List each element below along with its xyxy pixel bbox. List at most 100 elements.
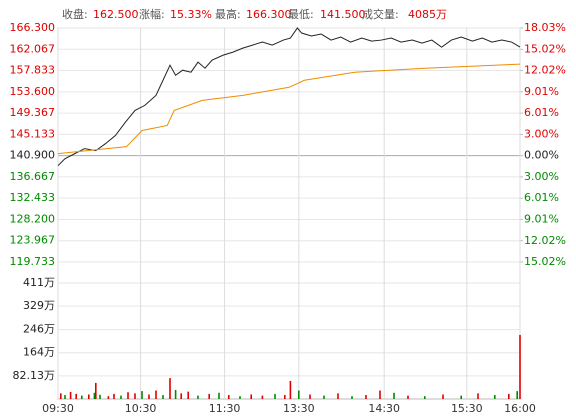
y-tick-label: 119.733 (10, 255, 56, 268)
volume-bar (180, 393, 182, 399)
y2-tick-label: 9.01% (524, 85, 559, 98)
volume-bar (134, 393, 136, 399)
volume-tick-label: 329万 (23, 299, 55, 312)
volume-bar (323, 395, 325, 399)
y-tick-label: 123.967 (10, 234, 56, 247)
y-tick-label: 128.200 (10, 212, 56, 225)
x-tick-label: 14:30 (368, 402, 400, 415)
volume-bar (187, 391, 189, 399)
volume-tick-label: 246万 (23, 323, 55, 336)
volume-tick-label: 82.13万 (13, 369, 56, 382)
y2-tick-label: 0.00% (524, 149, 559, 162)
y-tick-label: 157.833 (10, 64, 56, 77)
volume-bar (298, 390, 300, 399)
header-value: 162.500 (93, 8, 139, 21)
volume-bar (284, 395, 286, 399)
volume-bar (75, 393, 77, 399)
y-tick-label: 166.300 (10, 21, 56, 34)
header-value: 141.500 (320, 8, 366, 21)
volume-bar (337, 393, 339, 399)
header-value: 4085万 (408, 8, 447, 21)
volume-bar (477, 393, 479, 399)
price-line (57, 63, 521, 155)
volume-bar (460, 395, 462, 399)
volume-bar (516, 391, 518, 399)
y2-tick-label: 6.01% (524, 106, 559, 119)
y2-tick-label: 3.00% (524, 127, 559, 140)
x-tick-label: 11:30 (209, 402, 241, 415)
volume-panel (57, 282, 521, 400)
volume-bar (155, 390, 157, 399)
y2-tick-label: 12.02% (524, 234, 566, 247)
volume-bar (127, 392, 129, 399)
volume-bar (250, 394, 252, 399)
y-tick-label: 140.900 (10, 149, 56, 162)
header-label: 成交量: (362, 7, 399, 21)
volume-bar (81, 395, 83, 399)
y-tick-label: 153.600 (10, 85, 56, 98)
volume-bar (174, 389, 177, 399)
volume-bar (228, 395, 230, 399)
y2-tick-label: 15.02% (524, 42, 566, 55)
y2-tick-label: 9.01% (524, 212, 559, 225)
volume-bar (274, 393, 276, 399)
x-tick-label: 13:30 (283, 402, 315, 415)
header-label: 最低: (288, 8, 314, 21)
x-tick-label: 09:30 (42, 402, 74, 415)
volume-bar (309, 394, 311, 399)
header-value: 15.33% (170, 8, 212, 21)
volume-bar (239, 396, 241, 399)
x-tick-label: 16:00 (504, 402, 536, 415)
volume-bar (393, 392, 395, 399)
y-tick-label: 132.433 (10, 191, 56, 204)
volume-bar (69, 391, 72, 399)
volume-bar (289, 380, 292, 399)
volume-bar (379, 390, 381, 399)
volume-bar (424, 396, 426, 399)
y2-tick-label: 6.01% (524, 191, 559, 204)
volume-bar (351, 396, 353, 399)
x-tick-label: 10:30 (125, 402, 157, 415)
volume-bar (99, 394, 101, 399)
volume-bar (218, 392, 220, 399)
y-tick-label: 149.367 (10, 106, 56, 119)
volume-bar (88, 394, 90, 399)
volume-bar (93, 392, 96, 399)
volume-tick-label: 164万 (23, 346, 55, 359)
volume-bar (148, 394, 150, 399)
header-label: 最高: (215, 7, 241, 21)
y-tick-label: 136.667 (10, 170, 56, 183)
volume-bar (407, 395, 409, 399)
volume-bar (120, 395, 122, 399)
y-tick-label: 145.133 (10, 127, 56, 140)
header-label: 涨幅: (139, 8, 165, 21)
y-tick-label: 162.067 (10, 42, 56, 55)
volume-bar (519, 334, 521, 399)
volume-bar (261, 395, 264, 399)
volume-bar (197, 395, 199, 399)
volume-bar (442, 394, 444, 399)
price-line (57, 27, 521, 167)
volume-bar (64, 395, 66, 399)
y2-tick-label: 3.00% (524, 170, 559, 183)
header-value: 166.300 (246, 8, 292, 21)
price-panel (57, 27, 521, 263)
volume-bar (141, 391, 143, 399)
y2-tick-label: 12.02% (524, 64, 566, 77)
volume-bar (60, 393, 62, 399)
y2-tick-label: 15.02% (524, 255, 566, 268)
volume-bar (113, 393, 115, 399)
header-label: 收盘: (62, 7, 88, 21)
volume-bar (208, 393, 210, 399)
volume-bar (169, 378, 171, 399)
volume-bar (365, 395, 367, 399)
volume-bar (107, 396, 110, 399)
volume-tick-label: 411万 (23, 276, 55, 289)
volume-bar (508, 393, 510, 399)
y2-tick-label: 18.03% (524, 21, 566, 34)
volume-bar (162, 395, 164, 399)
x-tick-label: 15:30 (451, 402, 483, 415)
volume-bar (95, 382, 97, 399)
volume-bar (494, 395, 496, 399)
